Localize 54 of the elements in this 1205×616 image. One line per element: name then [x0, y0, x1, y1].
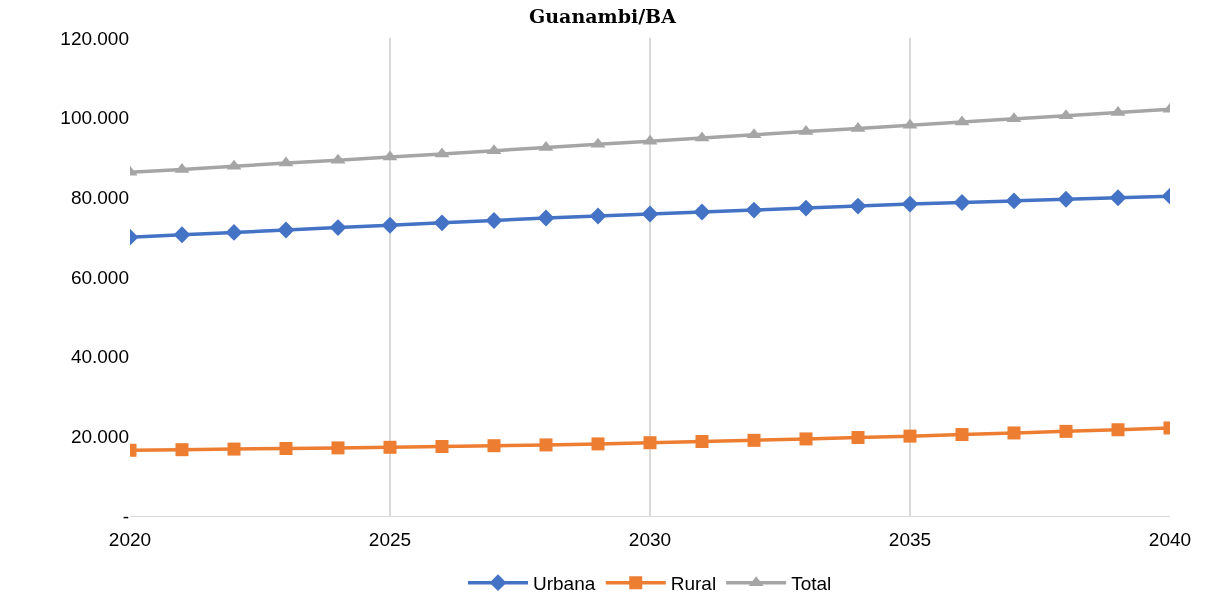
- x-tick-label: 2035: [888, 528, 932, 550]
- point: [225, 223, 243, 241]
- point: [903, 429, 917, 443]
- y-tick-label: 20.000: [70, 425, 129, 447]
- point: [591, 437, 605, 451]
- point: [747, 433, 761, 447]
- point: [851, 431, 865, 445]
- x-tick-label: 2030: [628, 528, 672, 550]
- point: [1005, 192, 1023, 210]
- point: [799, 432, 813, 446]
- point: [901, 195, 919, 213]
- point: [1007, 426, 1021, 440]
- y-tick-label: 120.000: [60, 27, 129, 49]
- point: [1059, 424, 1073, 438]
- point: [173, 226, 191, 244]
- point: [485, 211, 503, 229]
- point: [329, 219, 347, 237]
- point: [1111, 423, 1125, 437]
- legend-label: Urbana: [533, 573, 596, 595]
- point: [693, 203, 711, 221]
- legend-label: Rural: [670, 573, 717, 595]
- point: [953, 194, 971, 211]
- point: [381, 216, 399, 234]
- y-tick-label: -: [122, 505, 129, 527]
- chart-title: Guanambi/BA: [529, 4, 677, 27]
- point: [539, 438, 553, 452]
- legend-label: Total: [791, 573, 832, 595]
- point: [227, 442, 241, 456]
- x-tick-label: 2020: [108, 528, 152, 550]
- point: [277, 221, 295, 239]
- point: [175, 443, 189, 457]
- point: [955, 428, 969, 442]
- point: [1057, 190, 1075, 208]
- point: [435, 439, 449, 453]
- point: [433, 214, 451, 232]
- y-tick-label: 100.000: [60, 107, 129, 129]
- x-tick-label: 2025: [368, 528, 412, 550]
- point: [849, 197, 867, 215]
- y-tick-label: 80.000: [70, 186, 129, 208]
- point: [1109, 189, 1127, 207]
- point: [331, 441, 345, 455]
- y-tick-label: 40.000: [70, 346, 129, 368]
- point: [641, 205, 659, 223]
- point: [537, 209, 555, 227]
- x-tick-label: 2040: [1148, 528, 1192, 550]
- point: [589, 207, 607, 225]
- point: [279, 441, 293, 455]
- y-tick-label: 60.000: [70, 266, 129, 288]
- point: [797, 199, 815, 217]
- point: [643, 436, 657, 450]
- point: [487, 439, 501, 453]
- point: [695, 435, 709, 449]
- point: [383, 440, 397, 454]
- point: [745, 201, 763, 219]
